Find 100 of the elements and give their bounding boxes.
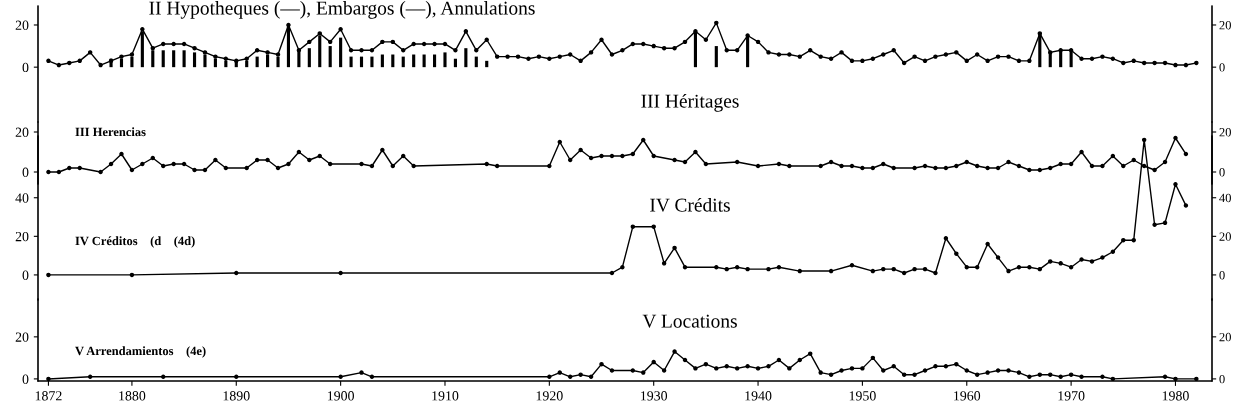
point	[933, 270, 938, 276]
x-tick-label: 1872	[35, 391, 62, 401]
point	[338, 270, 343, 276]
y-tick-label: 0	[22, 270, 29, 280]
point	[776, 264, 782, 270]
bar	[172, 50, 176, 68]
y-tick-label: 0	[22, 62, 29, 73]
bar	[412, 54, 416, 68]
point	[1048, 259, 1053, 264]
point	[797, 268, 803, 274]
point	[620, 264, 625, 270]
x-tick-label: 1890	[223, 391, 250, 401]
point	[1162, 220, 1168, 226]
y2-tick-label: 0	[1219, 63, 1225, 72]
y2-tick-label: 20	[1219, 332, 1231, 342]
y-tick-label: 20	[15, 127, 29, 137]
bar	[307, 48, 311, 68]
point	[1058, 261, 1063, 266]
bar	[380, 54, 384, 68]
y-tick-label: 0	[22, 374, 29, 384]
point	[1110, 249, 1116, 254]
point	[1141, 137, 1147, 143]
bar	[359, 56, 364, 68]
point	[985, 241, 990, 247]
text: IV Créditos (d (4d)	[75, 236, 195, 248]
bar	[349, 56, 353, 68]
point	[943, 236, 949, 241]
x-tick-label: 1900	[327, 391, 354, 401]
bar	[422, 54, 426, 68]
point	[849, 263, 855, 268]
y2-tick-label: 20	[1219, 128, 1231, 137]
point	[954, 251, 959, 256]
point	[1121, 237, 1126, 243]
y2-tick-label: 20	[1219, 21, 1231, 30]
point	[1131, 237, 1136, 243]
bar	[370, 56, 374, 68]
point	[46, 272, 51, 278]
bar	[443, 52, 447, 68]
y-tick-label: 0	[22, 167, 29, 177]
point	[1100, 255, 1105, 260]
y2-tick-label: 0	[1219, 270, 1225, 280]
point	[901, 270, 907, 276]
point	[682, 264, 688, 270]
point	[1173, 182, 1178, 187]
bar	[161, 50, 165, 68]
bar	[255, 56, 259, 68]
x-tick-label: 1930	[641, 391, 668, 401]
chart-subtitle: III Herencias	[75, 127, 146, 137]
point	[129, 272, 135, 278]
point	[870, 268, 876, 274]
x-tick-label: 1940	[745, 391, 772, 401]
y2-tick-label: 0	[1219, 168, 1225, 177]
x-tick-label: 1910	[432, 391, 459, 401]
text: V Arrendamientos (4e)	[75, 346, 206, 358]
point	[672, 245, 677, 251]
point	[881, 266, 886, 272]
point	[1037, 266, 1043, 272]
x-tick-label: 1920	[536, 391, 563, 401]
y2-tick-label: 0	[1219, 374, 1225, 384]
x-tick-label: 1960	[954, 391, 981, 401]
point	[828, 268, 834, 274]
bar	[391, 54, 395, 68]
point	[922, 266, 928, 272]
bar	[453, 58, 457, 68]
bar	[339, 37, 343, 68]
point	[661, 261, 667, 266]
point	[1183, 203, 1189, 208]
point	[745, 266, 750, 272]
chart-title: II Hypotheques (—), Embargos (—), Annulations	[149, 1, 535, 19]
bar	[182, 50, 186, 68]
point	[1006, 268, 1011, 274]
point	[964, 264, 969, 270]
bar	[432, 54, 437, 68]
point	[995, 255, 1001, 260]
x-tick-label: 1980	[1162, 391, 1189, 401]
point	[974, 264, 980, 270]
point	[651, 224, 656, 229]
y2-tick-label: 20	[1219, 232, 1231, 241]
point	[609, 270, 615, 276]
point	[1089, 259, 1095, 264]
bar	[464, 48, 468, 68]
point	[1016, 264, 1022, 270]
bar	[714, 46, 718, 68]
y-tick-label: 20	[15, 332, 29, 342]
bar	[401, 56, 405, 68]
bar	[474, 56, 478, 68]
point	[1152, 222, 1157, 227]
y-tick-label: 20	[15, 231, 29, 242]
point	[766, 266, 771, 272]
point	[1068, 264, 1074, 270]
point	[891, 266, 896, 272]
point	[714, 264, 719, 270]
point	[630, 224, 636, 229]
x-tick-label: 1970	[1058, 391, 1085, 401]
point	[234, 270, 239, 276]
point	[724, 266, 729, 272]
y-tick-label: 20	[15, 20, 29, 30]
text: IV Crédits	[650, 197, 730, 212]
bar	[485, 60, 489, 68]
y-tick-label: 40	[15, 193, 29, 203]
